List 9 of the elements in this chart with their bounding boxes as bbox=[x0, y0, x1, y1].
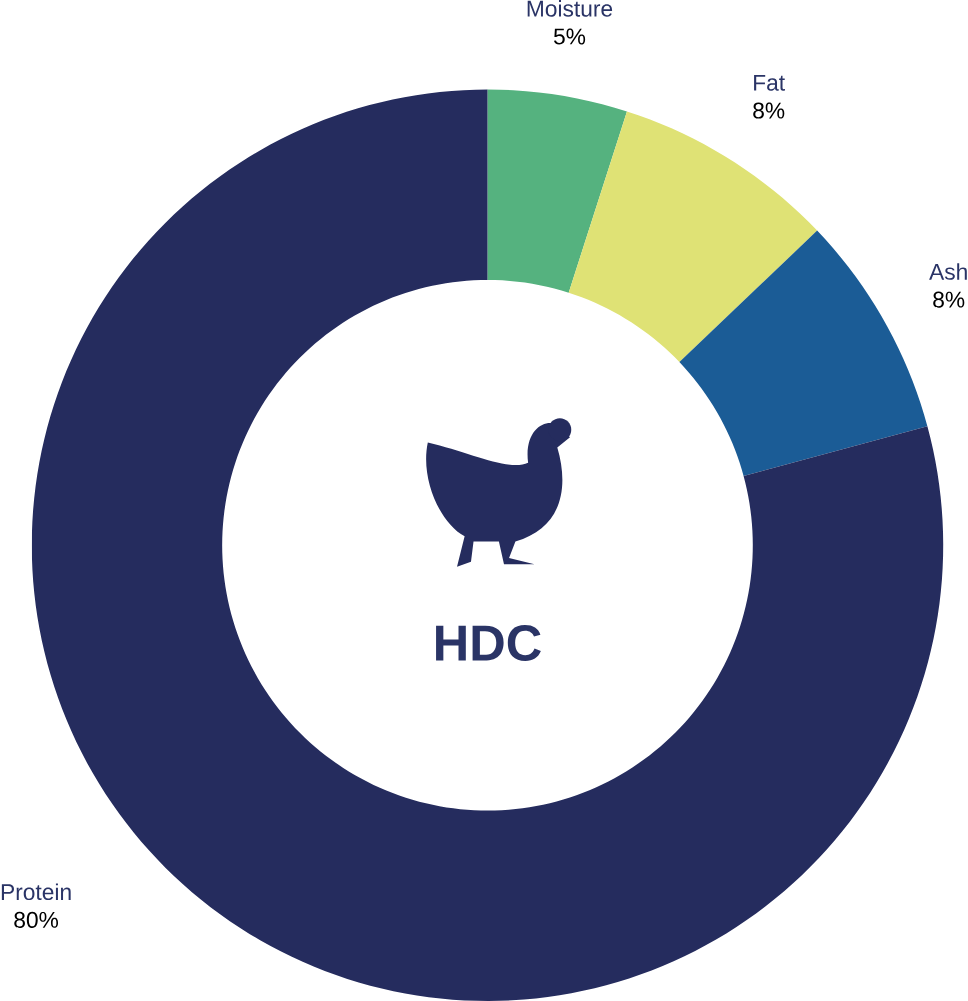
data-label: 8% bbox=[933, 291, 965, 308]
data-label: 5% bbox=[553, 28, 586, 45]
data-label: 8% bbox=[753, 102, 785, 119]
slice-label: Protein bbox=[1, 883, 71, 901]
data-label: 80% bbox=[14, 911, 58, 928]
slice-label: Fat bbox=[753, 74, 785, 91]
slice-label: Ash bbox=[928, 263, 967, 280]
slice-label: Moisture bbox=[527, 0, 612, 17]
text: HDC bbox=[435, 625, 541, 661]
